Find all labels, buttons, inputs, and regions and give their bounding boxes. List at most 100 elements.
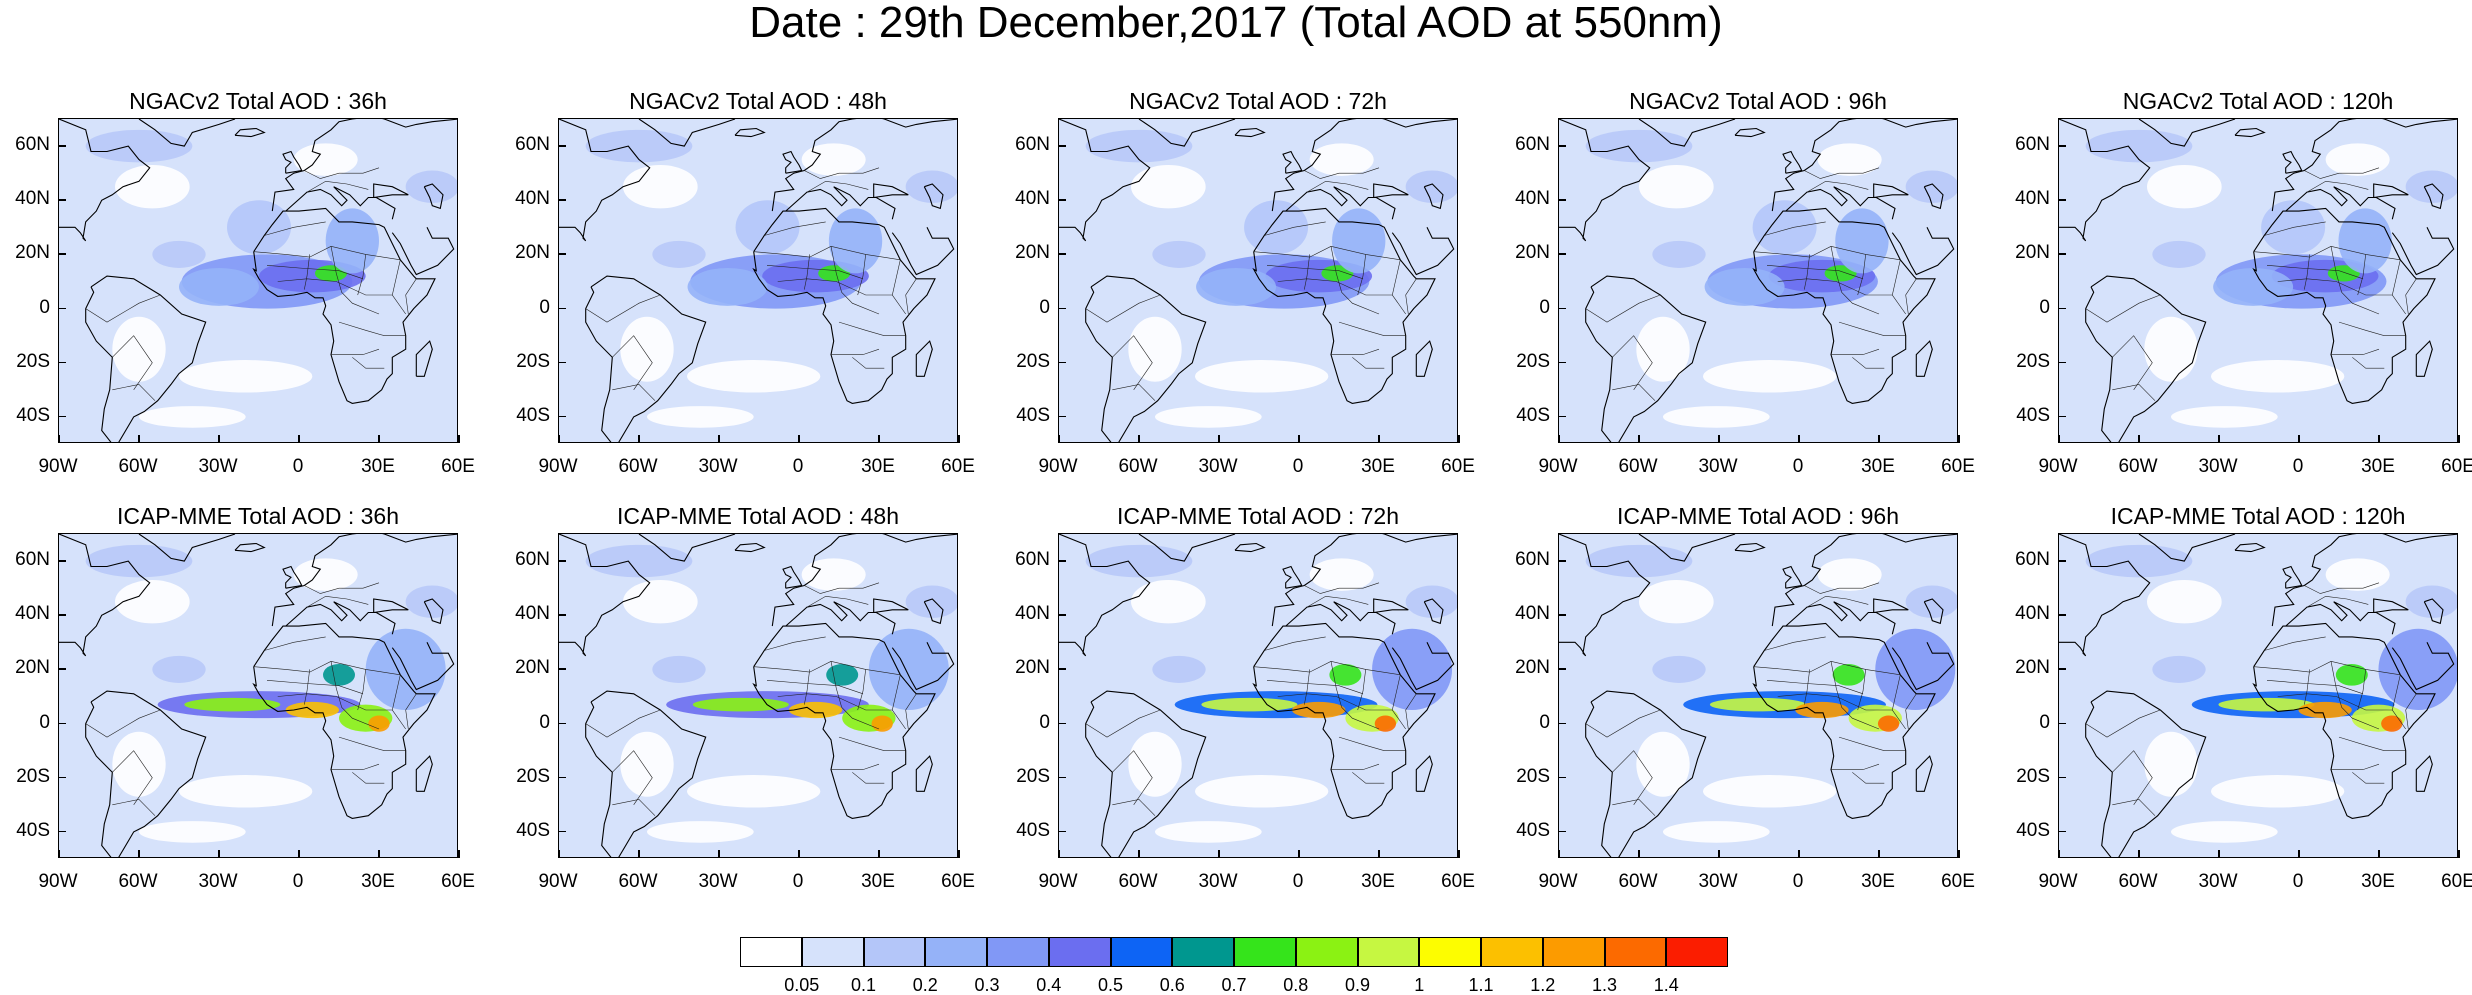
coastline-iceland xyxy=(734,127,766,138)
country-border xyxy=(585,294,661,323)
aod-field-map xyxy=(2059,534,2457,857)
aerosol-plume xyxy=(1704,267,1785,306)
aerosol-plume xyxy=(2335,664,2368,686)
colorbar-box xyxy=(1419,937,1481,967)
colorbar-box xyxy=(1542,937,1605,967)
country-border xyxy=(277,278,393,296)
country-border xyxy=(905,693,917,730)
lon-tick-label: 30W xyxy=(2198,871,2238,892)
lat-tick-mark xyxy=(1058,145,1066,147)
lon-tick-mark xyxy=(138,850,140,858)
aerosol-band xyxy=(1152,240,1206,268)
coastline-madagascar xyxy=(415,755,433,792)
country-border xyxy=(753,245,901,261)
lon-tick-label: 30E xyxy=(2361,456,2395,477)
lon-tick-mark xyxy=(218,850,220,858)
coastline-caspian xyxy=(423,183,444,210)
lat-tick-label: 20S xyxy=(16,765,50,787)
coastline-northAmerica xyxy=(59,534,151,657)
lat-tick-label: 0 xyxy=(1039,711,1050,733)
panel-title: NGACv2 Total AOD : 96h xyxy=(1629,88,1887,114)
country-border xyxy=(852,357,885,369)
lon-tick-mark xyxy=(1878,435,1880,443)
country-border xyxy=(2253,245,2401,261)
colorbar-label: 0.05 xyxy=(784,975,820,995)
coastline-northAmerica xyxy=(1059,119,1151,242)
lon-tick-label: 60E xyxy=(441,456,475,477)
clear-sky-patch xyxy=(623,165,698,209)
country-border xyxy=(2304,669,2310,705)
lat-tick-mark xyxy=(558,830,566,833)
country-border xyxy=(1306,595,1369,608)
lat-tick-label: 40S xyxy=(516,819,550,841)
country-border xyxy=(1304,582,1380,594)
coastline-africa xyxy=(252,207,436,404)
lon-tick-mark xyxy=(1458,850,1460,858)
coastline-greenland xyxy=(1138,119,1236,147)
aerosol-band xyxy=(1905,585,1957,618)
country-border xyxy=(2253,660,2401,676)
coastline-northAmerica xyxy=(2059,119,2151,242)
aerosol-plume xyxy=(788,701,843,719)
aerosol-plume xyxy=(1201,697,1298,712)
aod-field-map xyxy=(559,534,957,857)
country-border xyxy=(1253,660,1401,676)
lat-tick-label: 20N xyxy=(15,242,50,264)
coastline-madagascar xyxy=(415,340,433,377)
country-border xyxy=(1764,636,1826,651)
aerosol-plume xyxy=(1292,701,1346,719)
coastline-europe xyxy=(1271,119,1457,212)
aerosol-plume xyxy=(315,265,347,282)
coastline-arabia xyxy=(391,227,455,276)
colorbar-box xyxy=(1357,937,1420,967)
country-border xyxy=(85,709,161,738)
coastline-caspian xyxy=(923,598,944,625)
lat-tick-mark xyxy=(2058,361,2066,364)
panel-title: NGACv2 Total AOD : 48h xyxy=(629,88,887,114)
aerosol-plume xyxy=(828,208,883,274)
clear-sky-patch xyxy=(1703,775,1837,808)
lon-tick-label: 30W xyxy=(1198,871,1238,892)
lat-tick-label: 40S xyxy=(1016,819,1050,841)
country-border xyxy=(2277,693,2393,711)
lat-tick-label: 0 xyxy=(2039,296,2050,318)
lon-tick-mark xyxy=(1378,850,1380,858)
coastline-britain xyxy=(1782,565,1803,589)
country-border xyxy=(85,294,161,323)
lat-tick-label: 40N xyxy=(15,603,50,625)
aerosol-band xyxy=(1085,129,1193,163)
lat-tick-label: 20S xyxy=(516,350,550,372)
lat-tick-label: 0 xyxy=(1539,296,1550,318)
lat-tick-label: 40N xyxy=(15,188,50,210)
country-border xyxy=(357,669,366,711)
aerosol-band xyxy=(2152,655,2206,683)
aerosol-plume xyxy=(2338,208,2392,274)
lon-tick-mark xyxy=(2378,850,2380,858)
lat-tick-label: 20N xyxy=(2015,657,2050,679)
lon-tick-mark xyxy=(718,435,720,443)
lat-tick-mark xyxy=(2058,722,2066,725)
lat-tick-mark xyxy=(1058,415,1066,418)
aerosol-band xyxy=(405,585,457,618)
colorbar-box xyxy=(1234,937,1296,967)
map-panel: ICAP-MME Total AOD : 72h 60N 40N 20N 0 20S 40S… xyxy=(1015,503,1475,892)
coastline-greenland xyxy=(138,534,236,562)
country-border xyxy=(1804,167,1880,179)
lat-tick-label: 20S xyxy=(2016,350,2050,372)
lat-tick-mark xyxy=(1558,253,1566,255)
country-border xyxy=(1338,736,1406,751)
clear-sky-patch xyxy=(801,143,866,176)
aerosol-band xyxy=(1652,240,1706,268)
clear-sky-patch xyxy=(687,775,821,808)
country-border xyxy=(2304,167,2380,179)
lat-tick-mark xyxy=(58,668,66,670)
clear-sky-patch xyxy=(179,360,313,393)
coastline-europe xyxy=(2271,119,2457,212)
colorbar-box xyxy=(1481,937,1543,967)
country-border xyxy=(1804,254,1810,290)
colorbar-box xyxy=(801,937,864,967)
lat-tick-label: 60N xyxy=(515,134,550,156)
lon-tick-mark xyxy=(958,435,960,443)
coastline-greenland xyxy=(1138,534,1236,562)
aerosol-band xyxy=(1152,655,1206,683)
